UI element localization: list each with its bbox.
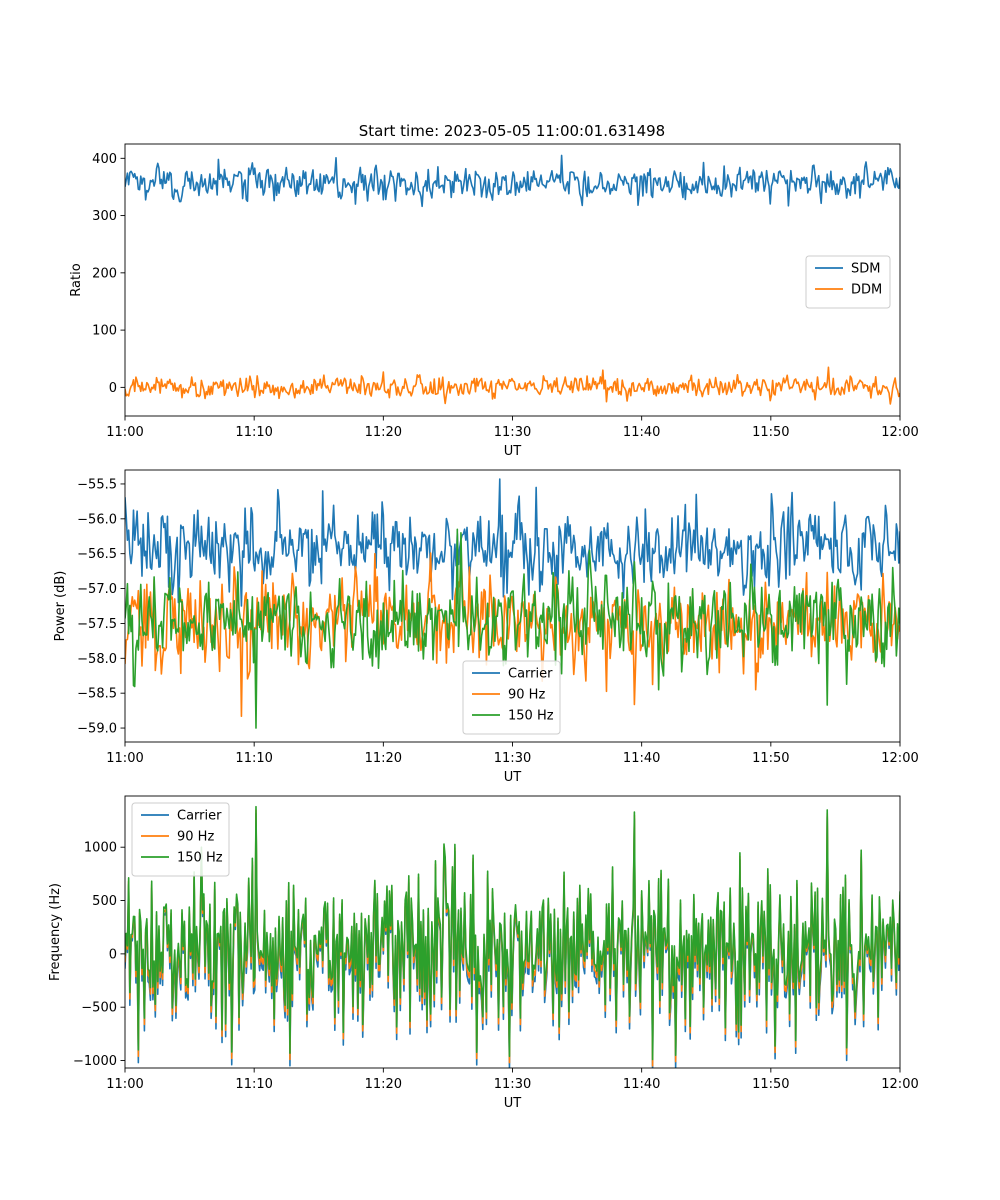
y-axis-label: Ratio [69, 263, 84, 296]
legend-label: Carrier [508, 667, 553, 682]
y-tick-label: 0 [109, 381, 117, 396]
series-line-sdm [125, 154, 900, 208]
legend: SDM DDM [805, 255, 891, 309]
x-tick-label: 11:50 [752, 425, 789, 440]
y-tick-label: 100 [92, 324, 117, 339]
y-tick-label: 200 [92, 266, 117, 281]
y-tick-label: −59.0 [77, 722, 117, 737]
x-tick-label: 11:20 [365, 751, 402, 766]
x-tick-label: 11:00 [106, 751, 143, 766]
x-tick-label: 11:50 [752, 1077, 789, 1092]
legend-box [805, 255, 891, 309]
x-tick-label: 11:10 [235, 751, 272, 766]
legend: Carrier 90 Hz 150 Hz [462, 660, 561, 735]
legend-label: 90 Hz [177, 830, 214, 845]
series-line-150-hz [125, 528, 900, 729]
series-lines [125, 478, 900, 729]
x-tick-label: 11:10 [235, 1077, 272, 1092]
y-tick-label: −56.0 [77, 512, 117, 527]
y-tick-label: −57.0 [77, 582, 117, 597]
x-tick-label: 11:00 [106, 425, 143, 440]
y-tick-label: 300 [92, 209, 117, 224]
y-tick-label: −56.5 [77, 547, 117, 562]
series-lines [125, 154, 900, 405]
legend: Carrier 90 Hz 150 Hz [131, 802, 230, 877]
panel-2: 11:00 11:10 11:20 11:30 11:40 11:50 12:00 −59.0… [53, 469, 919, 785]
series-lines [125, 805, 900, 1068]
series-line-150-hz [125, 805, 900, 1061]
x-tick-label: 11:30 [494, 425, 531, 440]
y-tick-label: 1000 [84, 841, 117, 856]
series-line-carrier [125, 478, 900, 607]
x-tick-label: 12:00 [881, 425, 918, 440]
x-tick-label: 11:40 [623, 751, 660, 766]
x-tick-label: 11:30 [494, 1077, 531, 1092]
figure-title: Start time: 2023-05-05 11:00:01.631498 [359, 122, 665, 140]
x-tick-label: 12:00 [881, 1077, 918, 1092]
y-tick-label: −55.5 [77, 477, 117, 492]
x-tick-label: 11:40 [623, 425, 660, 440]
y-tick-label: 500 [92, 894, 117, 909]
legend-label: Carrier [177, 809, 222, 824]
x-axis-label: UT [504, 1096, 522, 1111]
y-axis-label: Frequency (Hz) [48, 883, 63, 981]
y-tick-label: 0 [109, 947, 117, 962]
y-axis-label: Power (dB) [53, 571, 68, 642]
x-tick-label: 11:30 [494, 751, 531, 766]
y-tick-label: −500 [81, 1001, 117, 1016]
y-tick-label: −58.0 [77, 652, 117, 667]
panel-1: 11:00 11:10 11:20 11:30 11:40 11:50 12:00 0 100 2… [69, 143, 919, 459]
legend-label: SDM [851, 262, 880, 277]
legend-label: 90 Hz [508, 688, 545, 703]
series-line-ddm [125, 366, 900, 405]
legend-label: 150 Hz [177, 851, 223, 866]
y-tick-label: −57.5 [77, 617, 117, 632]
legend-label: DDM [851, 283, 882, 298]
y-tick-label: 400 [92, 152, 117, 167]
x-tick-label: 11:20 [365, 425, 402, 440]
y-tick-label: −58.5 [77, 687, 117, 702]
x-tick-label: 11:00 [106, 1077, 143, 1092]
x-tick-label: 11:10 [235, 425, 272, 440]
x-tick-label: 12:00 [881, 751, 918, 766]
panel-3: 11:00 11:10 11:20 11:30 11:40 11:50 12:00 −1000… [48, 795, 919, 1111]
y-tick-label: −1000 [73, 1054, 117, 1069]
x-tick-label: 11:50 [752, 751, 789, 766]
legend-label: 150 Hz [508, 709, 554, 724]
panels: 11:00 11:10 11:20 11:30 11:40 11:50 12:00 0 100 2… [48, 143, 919, 1111]
x-axis-label: UT [504, 770, 522, 785]
x-axis-label: UT [504, 444, 522, 459]
x-tick-label: 11:20 [365, 1077, 402, 1092]
x-tick-label: 11:40 [623, 1077, 660, 1092]
